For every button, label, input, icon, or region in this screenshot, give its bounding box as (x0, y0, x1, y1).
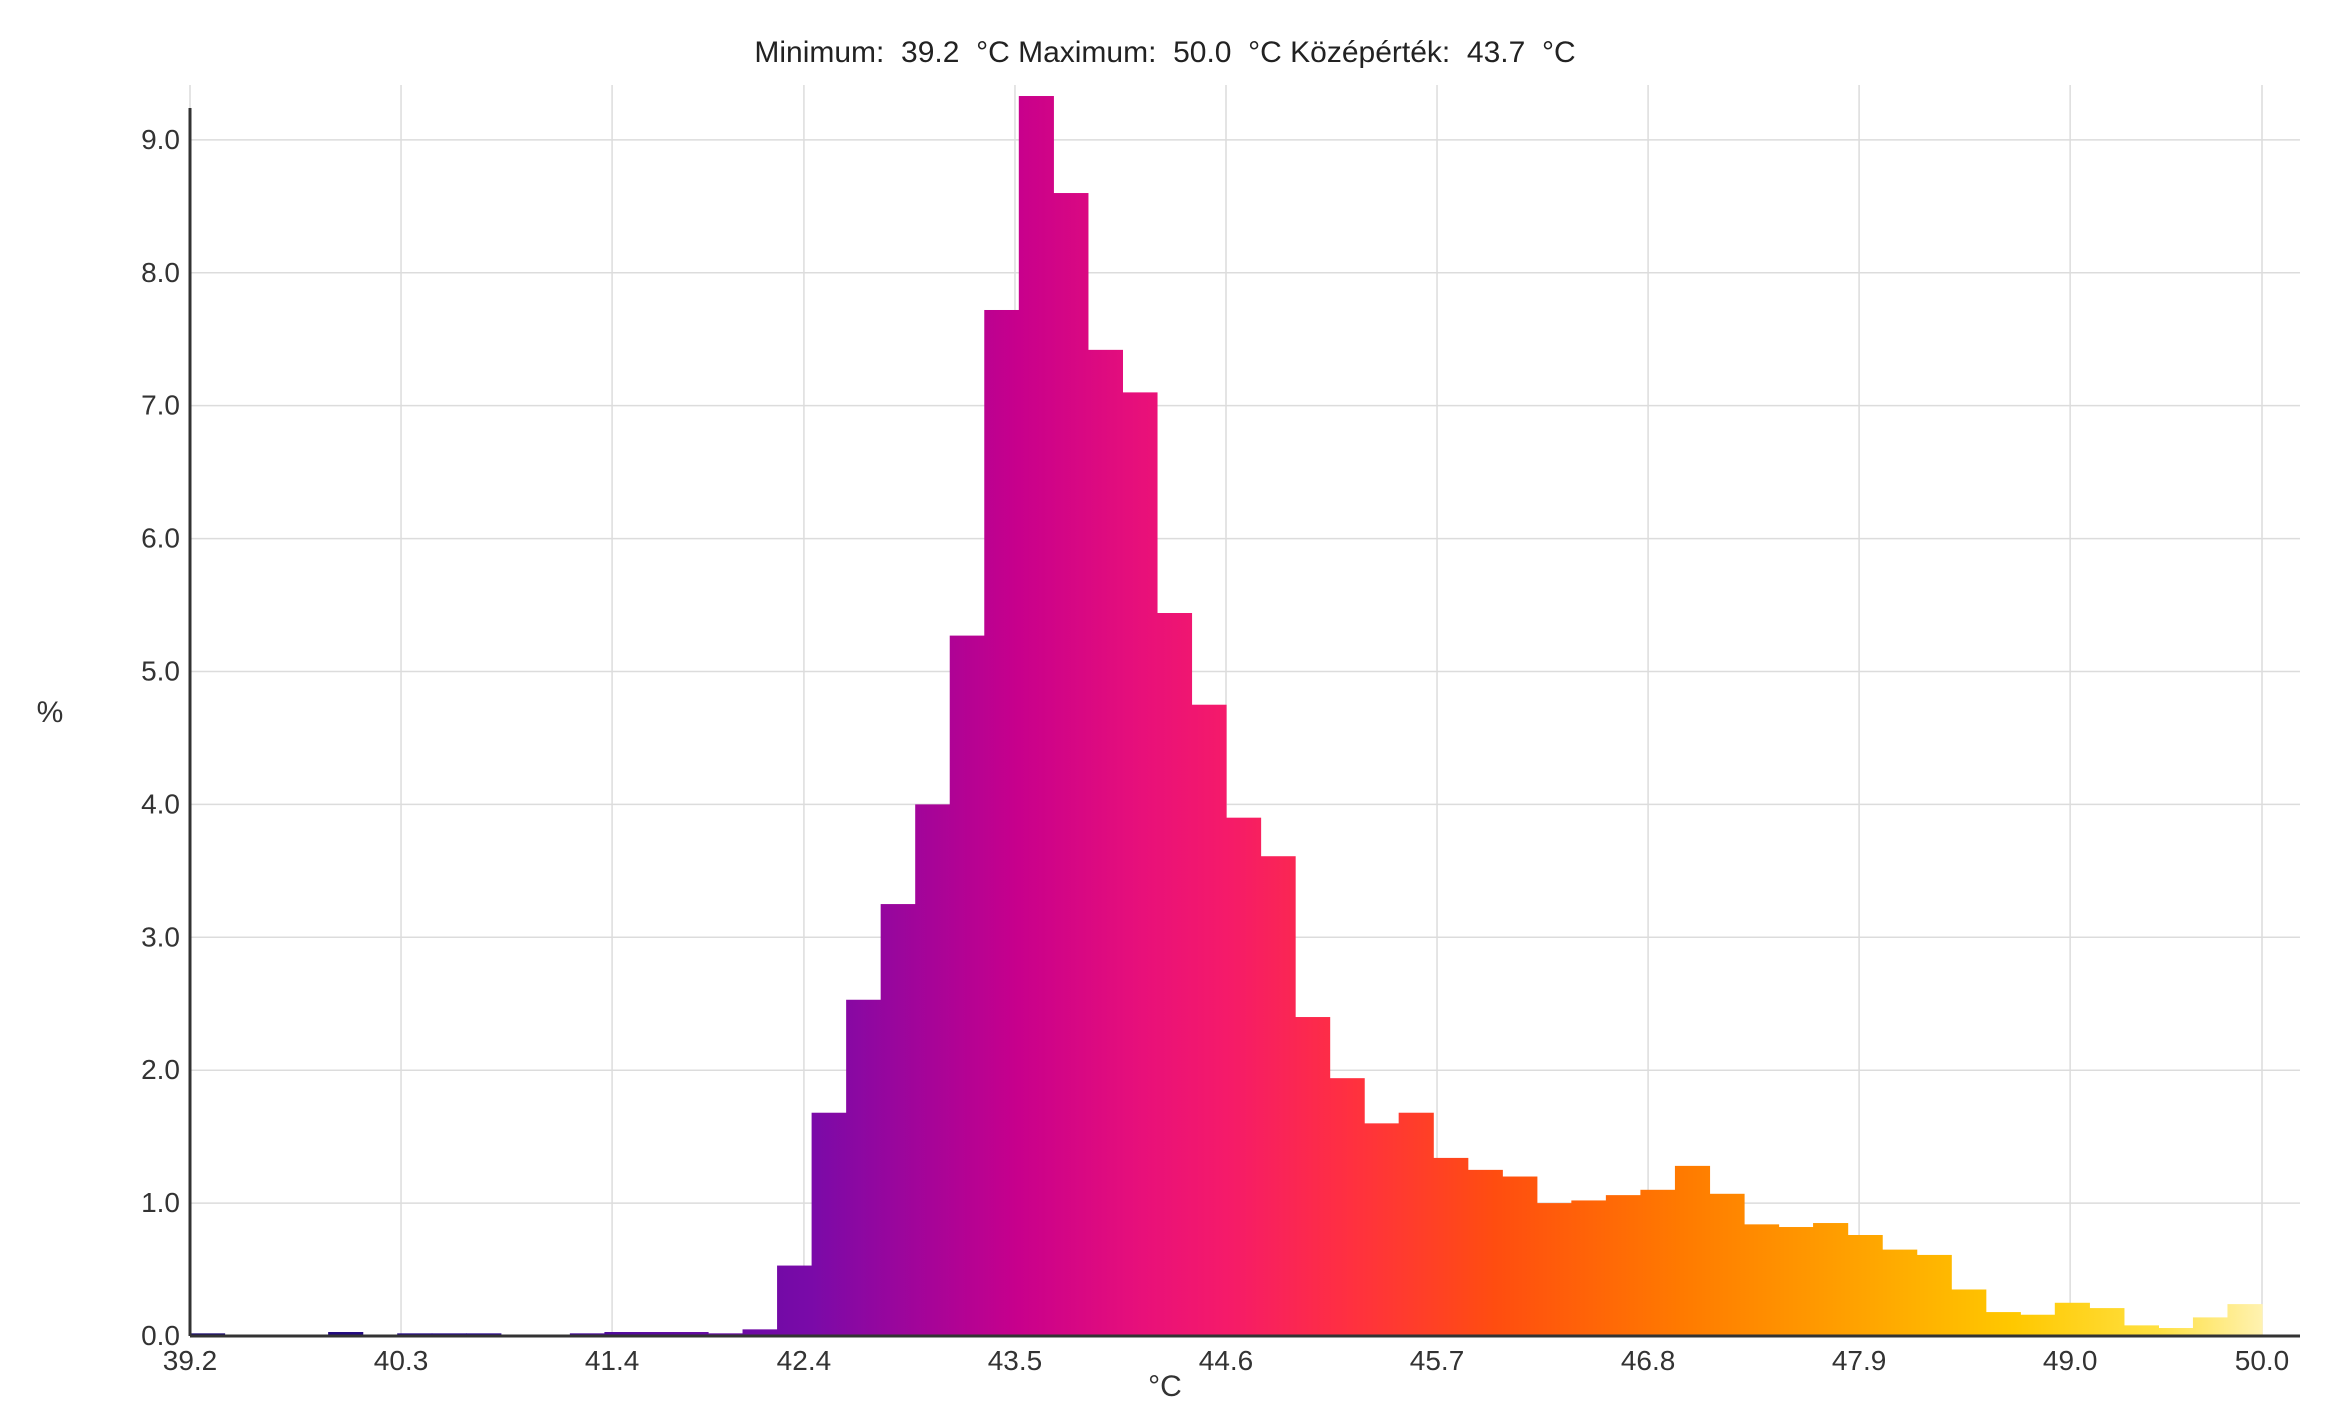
y-axis-label: % (37, 696, 64, 729)
histogram-bar (1502, 1176, 1538, 1336)
histogram-bar (638, 1332, 675, 1336)
axes (188, 108, 2300, 1338)
histogram-bar (1087, 349, 1123, 1337)
histogram-bar (1364, 1123, 1400, 1336)
histogram-bar (915, 804, 951, 1336)
histogram-bar (1433, 1157, 1469, 1336)
y-tick-label: 3.0 (141, 921, 180, 952)
histogram-bar (811, 1112, 847, 1336)
histogram-bar (777, 1265, 813, 1336)
y-tick-label: 7.0 (141, 390, 180, 421)
histogram-bar (2262, 1317, 2263, 1336)
histogram-bar (742, 1329, 778, 1336)
histogram-bar (1467, 1169, 1503, 1336)
histogram-bar (1916, 1254, 1952, 1336)
histogram-bar (673, 1332, 709, 1336)
histogram-bar (1536, 1203, 1572, 1336)
y-axis-ticks: 0.0 1.0 2.0 3.0 4.0 5.0 6.0 7.0 8.0 9.0 (141, 124, 180, 1351)
histogram-bar (1847, 1234, 1883, 1336)
histogram-bar (880, 904, 916, 1336)
histogram-bar (1398, 1112, 1434, 1336)
x-tick-label: 45.7 (1410, 1345, 1465, 1376)
x-tick-label: 50.0 (2235, 1345, 2290, 1376)
y-tick-label: 5.0 (141, 655, 180, 686)
histogram-bar (1709, 1193, 1745, 1336)
histogram-bar (1226, 817, 1262, 1336)
histogram-bar (1260, 856, 1296, 1336)
histogram-bar (1985, 1312, 2021, 1336)
y-tick-label: 8.0 (141, 257, 180, 288)
histogram-bars (190, 96, 2263, 1337)
histogram-bar (1605, 1195, 1641, 1336)
histogram-bar (984, 309, 1020, 1337)
histogram-bar (2054, 1302, 2090, 1336)
x-tick-label: 39.2 (163, 1345, 218, 1376)
histogram-bar (2227, 1304, 2263, 1336)
histogram-bar (2192, 1317, 2229, 1336)
histogram-bar (1329, 1078, 1365, 1336)
x-tick-label: 49.0 (2043, 1345, 2098, 1376)
x-axis-ticks: 39.2 40.3 41.4 42.4 43.5 44.6 45.7 46.8 47.9 49.0… (163, 1345, 2290, 1376)
histogram-bar (1571, 1200, 1607, 1336)
histogram-bar (1295, 1017, 1331, 1336)
histogram-bar (1018, 96, 1054, 1336)
histogram-bar (1744, 1224, 1780, 1336)
histogram-bar (1778, 1227, 1814, 1336)
histogram-bar (1674, 1165, 1711, 1336)
histogram-bar (2123, 1325, 2159, 1336)
histogram-bar (1191, 704, 1227, 1336)
y-tick-label: 4.0 (141, 788, 180, 819)
y-tick-label: 2.0 (141, 1054, 180, 1085)
x-tick-label: 43.5 (988, 1345, 1043, 1376)
histogram-bar (1053, 193, 1089, 1337)
histogram-bar (949, 635, 985, 1336)
histogram-bar (1813, 1223, 1849, 1336)
x-tick-label: 42.4 (777, 1345, 832, 1376)
x-tick-label: 47.9 (1832, 1345, 1887, 1376)
y-tick-label: 1.0 (141, 1187, 180, 1218)
y-tick-label: 0.0 (141, 1320, 180, 1351)
histogram-bar (328, 1332, 364, 1336)
y-tick-label: 9.0 (141, 124, 180, 155)
x-axis-label: °C (1148, 1370, 1182, 1403)
histogram-bar (1122, 392, 1158, 1336)
histogram-bar (2089, 1308, 2125, 1336)
histogram-bar (846, 999, 882, 1336)
x-tick-label: 40.3 (374, 1345, 429, 1376)
histogram-bar (1951, 1289, 1987, 1336)
x-tick-label: 46.8 (1621, 1345, 1676, 1376)
histogram-bar (2158, 1328, 2194, 1336)
histogram-bar (1156, 613, 1193, 1336)
histogram-bar (2020, 1314, 2056, 1336)
histogram-bar (604, 1332, 640, 1336)
histogram-bar (1640, 1189, 1676, 1336)
x-tick-label: 44.6 (1199, 1345, 1254, 1376)
chart-title: Minimum: 39.2 °C Maximum: 50.0 °C Középé… (754, 36, 1575, 69)
y-tick-label: 6.0 (141, 523, 180, 554)
histogram-bar (1882, 1249, 1918, 1336)
x-tick-label: 41.4 (585, 1345, 640, 1376)
